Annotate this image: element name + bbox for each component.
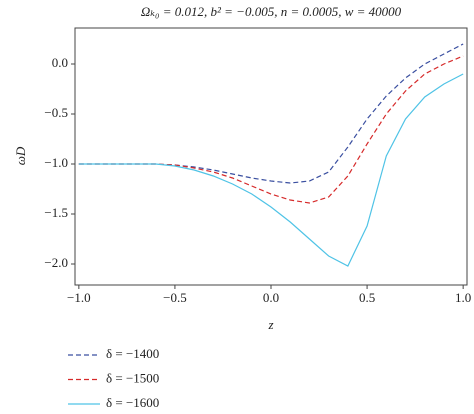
x-tick-label: −1.0 <box>67 290 91 305</box>
x-axis-label: z <box>267 317 273 332</box>
y-tick-label: 0.0 <box>52 55 68 70</box>
y-tick-label: −0.5 <box>44 105 68 120</box>
y-tick-label: −1.0 <box>44 155 68 170</box>
x-tick-label: 1.0 <box>455 290 471 305</box>
legend-label: δ = −1400 <box>106 346 159 361</box>
legend-label: δ = −1600 <box>106 395 159 410</box>
x-tick-label: 0.5 <box>359 290 375 305</box>
legend-label: δ = −1500 <box>106 370 159 385</box>
x-tick-label: −0.5 <box>163 290 187 305</box>
x-tick-label: 0.0 <box>263 290 279 305</box>
chart-title: Ωₖ₀ = 0.012, b² = −0.005, n = 0.0005, w … <box>141 4 402 19</box>
series-line <box>78 43 464 184</box>
series-line <box>78 73 464 267</box>
y-tick-label: −2.0 <box>44 255 68 270</box>
y-axis-label: ωD <box>13 146 28 165</box>
plot-frame <box>74 27 468 286</box>
y-tick-label: −1.5 <box>44 205 68 220</box>
